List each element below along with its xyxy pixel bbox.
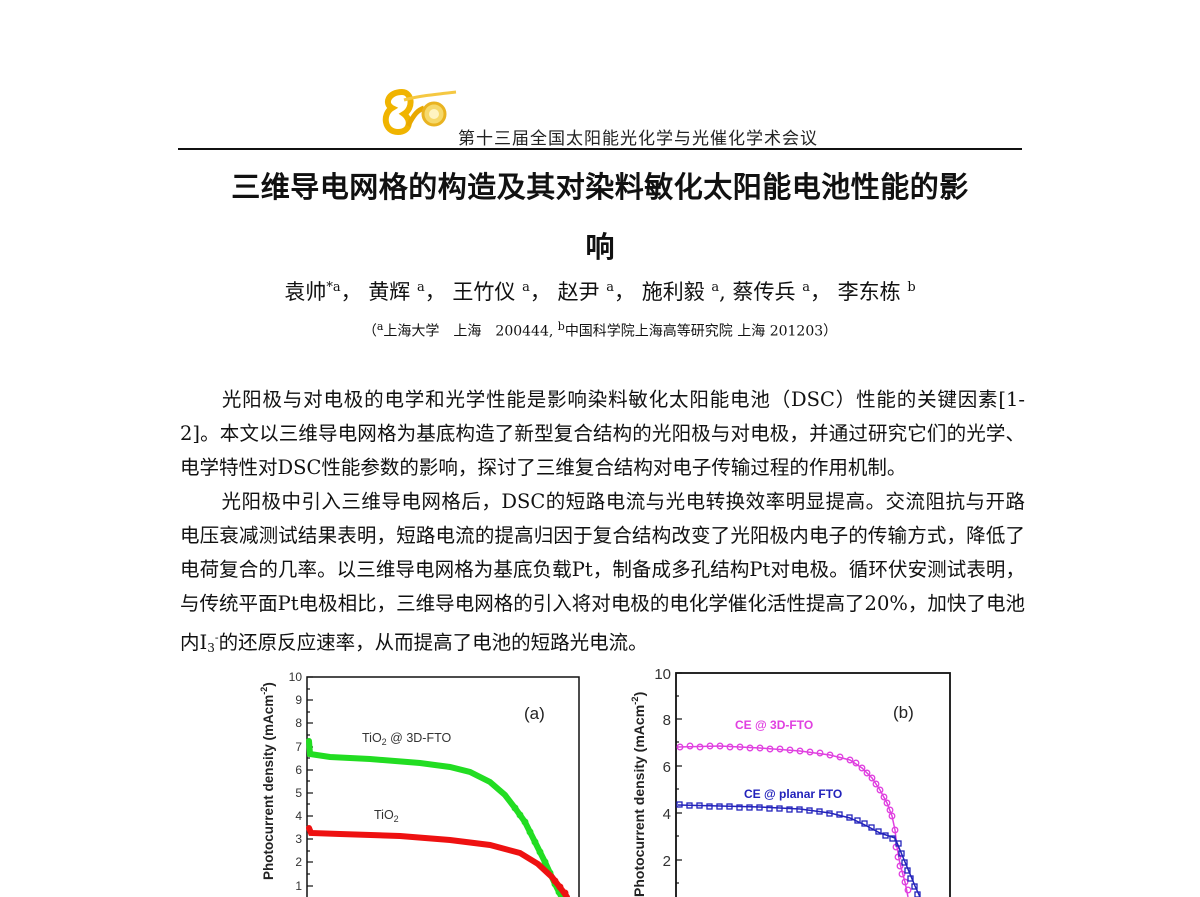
figure-a-label-3dfto: TiO2 @ 3D-FTO — [362, 731, 452, 747]
svg-text:6: 6 — [295, 763, 302, 777]
series-tio2-3dfto — [306, 738, 565, 897]
svg-text:3: 3 — [295, 832, 302, 846]
series-ce-planar-fto — [677, 804, 921, 897]
figure-a-jv-curve-chart: 10 9 8 7 6 5 4 3 2 1 Photocurrent densit… — [259, 670, 580, 897]
figure-a-panel-label: (a) — [524, 704, 545, 723]
figure-b-panel-label: (b) — [893, 703, 914, 722]
author: 王竹仪 a — [452, 280, 530, 304]
svg-text:2: 2 — [295, 855, 302, 869]
author: 蔡传兵 a — [732, 280, 810, 304]
figure-a-yticks: 10 9 8 7 6 5 4 3 2 1 — [289, 670, 303, 893]
svg-text:8: 8 — [663, 712, 671, 729]
figure-b-ylabel: Photocurrent density (mAcm-2) — [630, 692, 647, 897]
author: 赵尹 a — [557, 280, 615, 304]
header-rule — [178, 148, 1022, 150]
author: 黄辉 a — [368, 280, 425, 304]
svg-text:4: 4 — [295, 809, 302, 823]
svg-text:9: 9 — [295, 693, 302, 707]
paper-title-line-1: 三维导电网格的构造及其对染料敏化太阳能电池性能的影 — [231, 170, 969, 204]
figure-a-ylabel: Photocurrent density (mAcm-2) — [259, 682, 276, 880]
figure-b-frame — [675, 672, 951, 897]
figure-b-yticks: 10 8 6 4 2 — [654, 666, 671, 870]
author: 袁帅*a — [284, 280, 341, 304]
affiliation-a: 上海大学 上海 200444, — [383, 323, 554, 340]
figure-a-label-tio2: TiO2 — [374, 808, 399, 824]
svg-text:8: 8 — [295, 716, 302, 730]
svg-text:7: 7 — [295, 740, 302, 754]
author-list: 袁帅*a， 黄辉 a， 王竹仪 a， 赵尹 a， 施利毅 a, 蔡传兵 a， 李… — [284, 280, 916, 304]
svg-text:2: 2 — [663, 853, 671, 870]
svg-text:4: 4 — [663, 806, 671, 823]
svg-text:10: 10 — [289, 670, 303, 684]
abstract-paragraph-2: 光阳极中引入三维导电网格后，DSC的短路电流与光电转换效率明显提高。交流阻抗与开… — [180, 490, 1025, 655]
affiliations: （a上海大学 上海 200444, b中国科学院上海高等研究院 上海 20120… — [362, 320, 838, 340]
svg-text:10: 10 — [654, 666, 671, 683]
figure-b-label-planar: CE @ planar FTO — [744, 787, 842, 801]
figure-b-jv-curve-chart: 10 8 6 4 2 Photocurrent density (mAcm-2)… — [630, 666, 951, 897]
svg-text:5: 5 — [295, 786, 302, 800]
affiliation-b: 中国科学院上海高等研究院 上海 201203 — [564, 323, 824, 340]
figure-a-frame — [306, 676, 580, 897]
series-tio2 — [306, 825, 570, 897]
author: 施利毅 a — [641, 280, 720, 304]
abstract-paragraph-1: 光阳极与对电极的电学和光学性能是影响染料敏化太阳能电池（DSC）性能的关键因素[… — [180, 388, 1025, 479]
paper-title-line-2: 响 — [585, 230, 615, 264]
series-ce-3dfto — [677, 745, 909, 897]
svg-text:6: 6 — [663, 759, 671, 776]
figure-b-label-3dfto: CE @ 3D-FTO — [735, 718, 813, 732]
conference-logo-icon — [382, 88, 457, 136]
conference-name: 第十三届全国太阳能光化学与光催化学术会议 — [458, 129, 818, 149]
svg-text:1: 1 — [295, 879, 302, 893]
author: 李东栋 b — [837, 280, 916, 304]
